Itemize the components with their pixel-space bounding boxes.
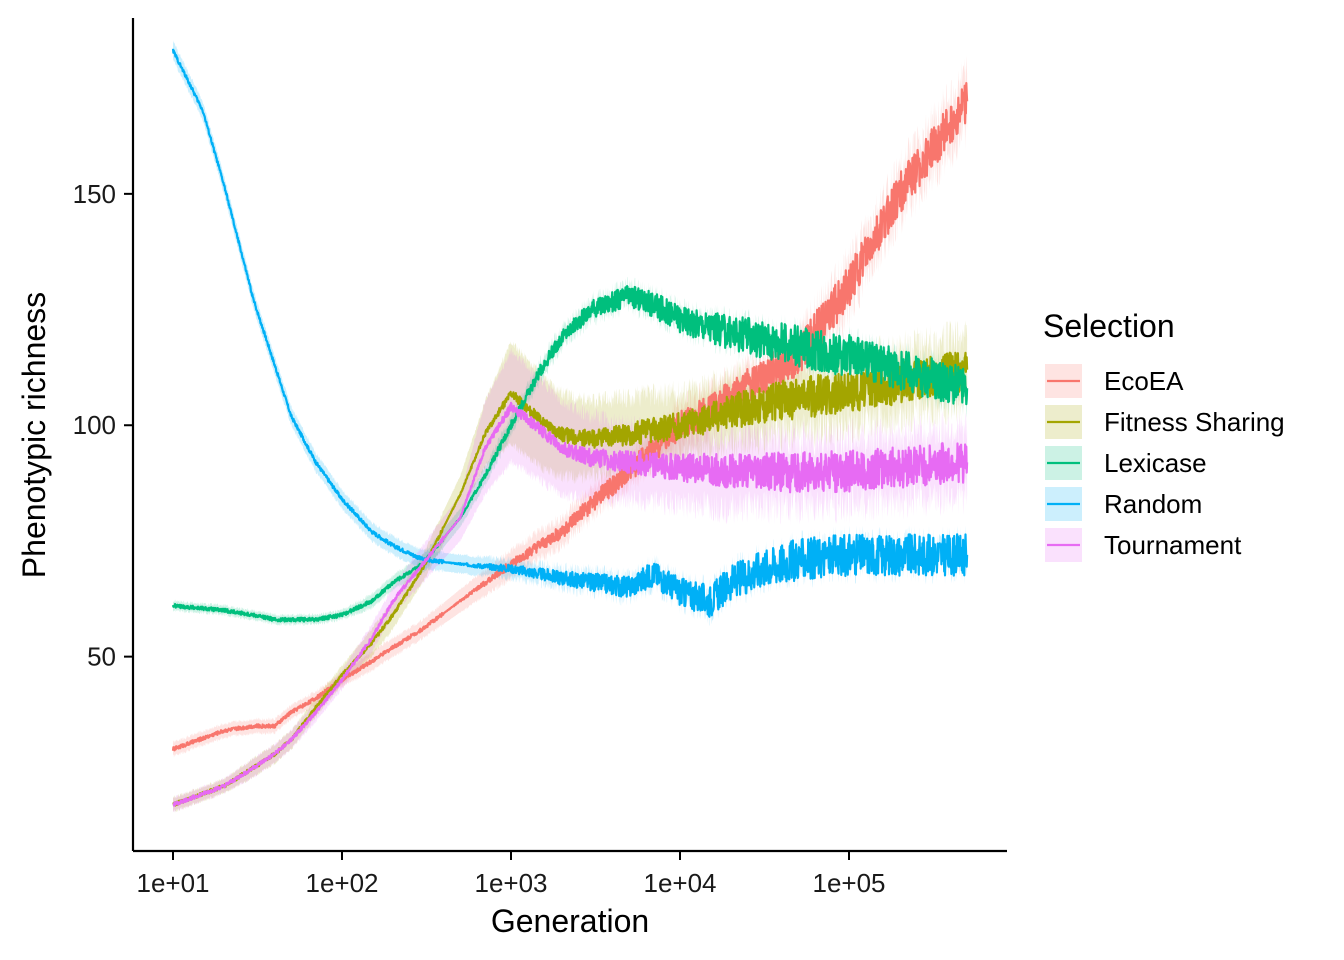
- confidence-bands: [173, 39, 968, 813]
- y-tick-label: 150: [73, 179, 116, 209]
- legend-label: Fitness Sharing: [1104, 407, 1285, 437]
- legend-title: Selection: [1043, 308, 1175, 344]
- x-tick-label: 1e+05: [812, 868, 885, 898]
- y-tick-label: 50: [87, 642, 116, 672]
- legend-item-ecoea: EcoEA: [1045, 364, 1184, 398]
- line-fitness-sharing: [172, 351, 969, 807]
- y-axis-ticks: 50 100 150: [73, 179, 133, 672]
- line-random: [171, 48, 969, 618]
- legend-item-lexicase: Lexicase: [1045, 446, 1207, 480]
- line-lexicase: [171, 285, 969, 623]
- x-axis-ticks: 1e+01 1e+02 1e+03 1e+04 1e+05: [136, 851, 886, 898]
- x-tick-label: 1e+03: [474, 868, 547, 898]
- legend-item-fitness-sharing: Fitness Sharing: [1045, 405, 1285, 439]
- line-ecoea: [171, 82, 969, 752]
- legend: Selection EcoEA Fitness Sharing Lexicase Ra…: [1043, 308, 1285, 562]
- legend-label: EcoEA: [1104, 366, 1184, 396]
- legend-label: Tournament: [1104, 530, 1242, 560]
- legend-item-tournament: Tournament: [1045, 528, 1242, 562]
- y-axis-title: Phenotypic richness: [16, 292, 52, 578]
- x-tick-label: 1e+04: [643, 868, 716, 898]
- legend-label: Lexicase: [1104, 448, 1207, 478]
- x-tick-label: 1e+02: [305, 868, 378, 898]
- x-tick-label: 1e+01: [136, 868, 209, 898]
- legend-label: Random: [1104, 489, 1202, 519]
- y-tick-label: 100: [73, 410, 116, 440]
- legend-item-random: Random: [1045, 487, 1202, 521]
- legend-items: EcoEA Fitness Sharing Lexicase Random Tourna…: [1045, 364, 1285, 562]
- series-lines: [171, 48, 969, 807]
- line-tournament: [172, 401, 969, 807]
- x-axis-title: Generation: [491, 903, 649, 939]
